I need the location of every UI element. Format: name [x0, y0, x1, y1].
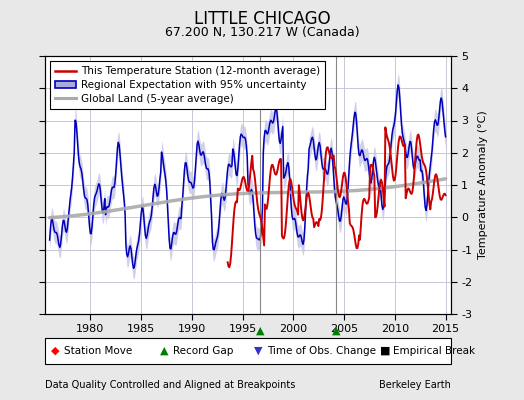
Text: Empirical Break: Empirical Break: [393, 346, 475, 356]
Text: Data Quality Controlled and Aligned at Breakpoints: Data Quality Controlled and Aligned at B…: [45, 380, 295, 390]
Text: Berkeley Earth: Berkeley Earth: [379, 380, 451, 390]
Text: ▲: ▲: [332, 326, 340, 336]
Legend: This Temperature Station (12-month average), Regional Expectation with 95% uncer: This Temperature Station (12-month avera…: [50, 61, 325, 109]
Y-axis label: Temperature Anomaly (°C): Temperature Anomaly (°C): [478, 111, 488, 259]
Text: ▼: ▼: [254, 346, 263, 356]
Text: 67.200 N, 130.217 W (Canada): 67.200 N, 130.217 W (Canada): [165, 26, 359, 39]
Text: ▲: ▲: [160, 346, 168, 356]
Text: ◆: ◆: [51, 346, 59, 356]
Text: Record Gap: Record Gap: [173, 346, 233, 356]
Text: LITTLE CHICAGO: LITTLE CHICAGO: [194, 10, 330, 28]
Text: ■: ■: [380, 346, 390, 356]
Text: Station Move: Station Move: [64, 346, 132, 356]
Text: Time of Obs. Change: Time of Obs. Change: [267, 346, 376, 356]
Text: ▲: ▲: [256, 326, 264, 336]
